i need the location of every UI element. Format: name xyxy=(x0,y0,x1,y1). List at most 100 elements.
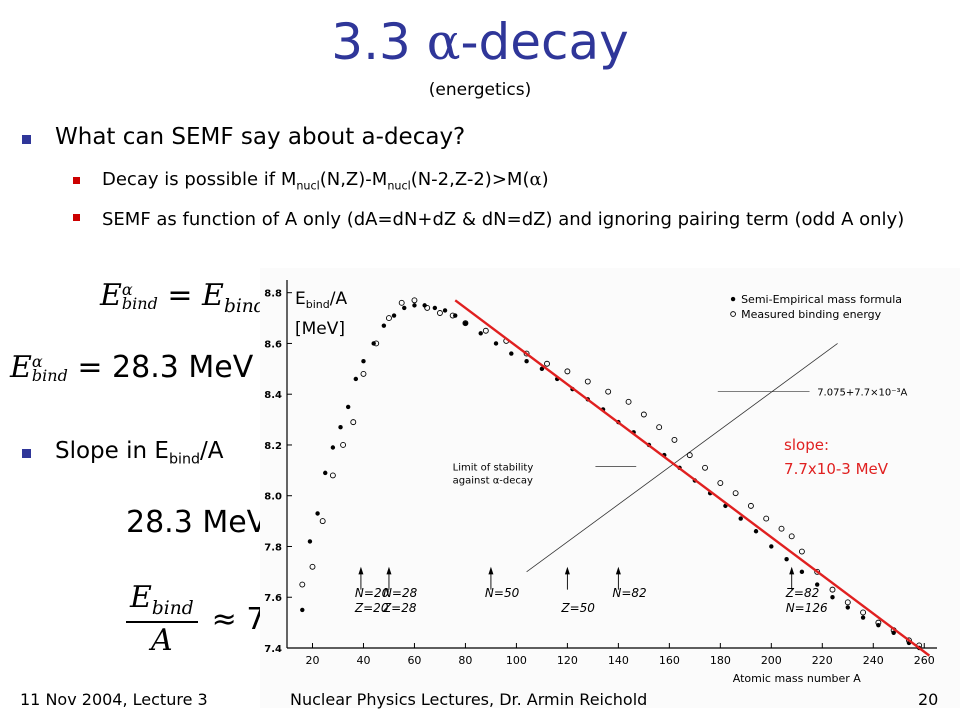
measured-data-point xyxy=(640,411,647,418)
magic-number-arrowhead xyxy=(564,566,570,575)
binding-energy-chart: 7.4 7.6 7.8 8.0 8.2 8.4 8.6 8.8 20 40 60 80 100 120 14… xyxy=(260,268,960,708)
legend-label-semf: Semi-Empirical mass formula xyxy=(741,293,902,306)
semf-data-point xyxy=(753,529,759,534)
legend-marker-measured xyxy=(730,311,736,317)
magic-number-arrowhead xyxy=(789,566,795,575)
x-tick-label: 60 xyxy=(407,654,421,667)
measured-data-point xyxy=(747,502,754,509)
semf-data-point xyxy=(463,320,468,326)
y-tick-label: 7.6 xyxy=(264,593,282,604)
measured-data-point xyxy=(350,419,357,426)
measured-data-point xyxy=(906,637,912,644)
measured-data-point xyxy=(788,533,795,540)
slide-title: 3.3 α-decay xyxy=(0,12,960,72)
semf-data-point xyxy=(814,582,820,587)
measured-data-point xyxy=(360,370,367,377)
measured-data-point xyxy=(449,312,456,319)
x-tick-label: 220 xyxy=(812,654,833,667)
x-tick-label: 200 xyxy=(761,654,782,667)
legend-label-measured: Measured binding energy xyxy=(741,308,882,321)
semf-data-point xyxy=(799,569,805,575)
measured-data-point xyxy=(319,518,326,525)
x-tick-label: 180 xyxy=(710,654,731,667)
y-tick-label: 8.8 xyxy=(264,289,282,300)
stability-limit-line xyxy=(526,343,838,573)
linear-fit-line xyxy=(454,299,931,657)
semf-data-point xyxy=(769,544,774,549)
semf-data-point xyxy=(300,607,305,613)
measured-data-point xyxy=(436,310,443,316)
y-tick-label: 7.8 xyxy=(264,542,282,553)
x-tick-label: 240 xyxy=(863,654,884,667)
semf-data-point xyxy=(845,605,850,610)
footer-course: Nuclear Physics Lectures, Dr. Armin Reic… xyxy=(290,690,648,709)
semf-data-point xyxy=(345,404,351,410)
semf-data-point xyxy=(381,323,387,328)
magic-number-arrowhead xyxy=(615,566,621,575)
x-tick-label: 100 xyxy=(506,654,527,667)
bullet-marker xyxy=(22,449,31,458)
measured-data-point xyxy=(778,525,785,532)
magic-number-top-label: N=50 xyxy=(485,586,520,600)
measured-data-point xyxy=(875,619,882,626)
y-tick-label: 8.2 xyxy=(264,441,282,452)
y-tick-label: 8.4 xyxy=(264,390,282,401)
semf-data-point xyxy=(338,425,343,430)
footer-page-number: 20 xyxy=(918,690,939,709)
semf-data-point xyxy=(323,470,328,476)
measured-data-point xyxy=(702,464,708,471)
measured-data-point xyxy=(462,320,469,327)
measured-data-point xyxy=(625,398,632,405)
measured-data-point xyxy=(686,452,693,459)
magic-number-bottom-label: Z=28 xyxy=(382,601,417,615)
measured-data-point xyxy=(814,568,821,575)
bullet-marker xyxy=(73,214,80,221)
semf-data-point xyxy=(330,445,336,450)
slide-subtitle: (energetics) xyxy=(428,80,532,100)
bullet-text: Decay is possible if Mnucl(N,Z)-Mnucl(N-… xyxy=(102,169,549,193)
chart-svg: 7.4 7.6 7.8 8.0 8.2 8.4 8.6 8.8 20 40 60 80 100 120 14… xyxy=(264,280,937,685)
semf-data-point xyxy=(315,511,320,516)
measured-data-point xyxy=(717,480,724,486)
equation-slope-energy: 28.3 MeV xyxy=(126,505,268,540)
bullet-decay-condition: Decay is possible if Mnucl(N,Z)-Mnucl(N-… xyxy=(73,169,943,193)
semf-data-point xyxy=(412,303,417,308)
title-prefix: 3.3 xyxy=(331,13,427,71)
x-tick-label: 120 xyxy=(557,654,578,667)
semf-data-point xyxy=(493,341,499,346)
slope-annotation-label: slope: xyxy=(784,436,829,454)
magic-number-top-label: Z=82 xyxy=(785,586,820,600)
y-tick-label: 7.4 xyxy=(264,644,282,655)
measured-data-point xyxy=(656,424,663,431)
bullet-semf-function: SEMF as function of A only (dA=dN+dZ & d… xyxy=(73,206,943,233)
bullet-text: What can SEMF say about a-decay? xyxy=(55,124,466,150)
measured-data-point xyxy=(860,609,867,616)
x-tick-label: 40 xyxy=(356,654,370,667)
x-tick-label: 160 xyxy=(659,654,680,667)
y-axis-label: Ebind/A xyxy=(295,289,347,311)
bullet-marker xyxy=(73,177,80,184)
equation-ebind-per-a: Ebind A ≈ 7.0 xyxy=(126,580,294,658)
measured-data-point xyxy=(340,442,347,448)
semf-data-point xyxy=(307,539,313,544)
measured-data-point xyxy=(329,472,336,479)
bullet-text: SEMF as function of A only (dA=dN+dZ & d… xyxy=(102,209,905,230)
x-tick-label: 140 xyxy=(608,654,629,667)
measured-data-point xyxy=(798,548,805,555)
magic-number-bottom-label: Z=50 xyxy=(560,601,595,615)
measured-data-point xyxy=(829,586,836,593)
title-alpha: α xyxy=(426,13,461,71)
bullet-marker xyxy=(22,135,31,144)
magic-number-top-label: N=20 xyxy=(355,586,390,600)
measured-data-point xyxy=(386,315,392,322)
magic-number-top-label: N=82 xyxy=(612,586,646,600)
semf-data-point xyxy=(422,303,427,308)
semf-data-point xyxy=(391,313,397,318)
formula-annotation: 7.075+7.7×10⁻³A xyxy=(817,388,907,399)
magic-number-arrowhead xyxy=(358,566,364,575)
footer-date: 11 Nov 2004, Lecture 3 xyxy=(20,690,208,709)
measured-data-point xyxy=(544,360,550,367)
y-axis-unit: [MeV] xyxy=(295,319,345,339)
semf-data-point xyxy=(353,376,359,382)
